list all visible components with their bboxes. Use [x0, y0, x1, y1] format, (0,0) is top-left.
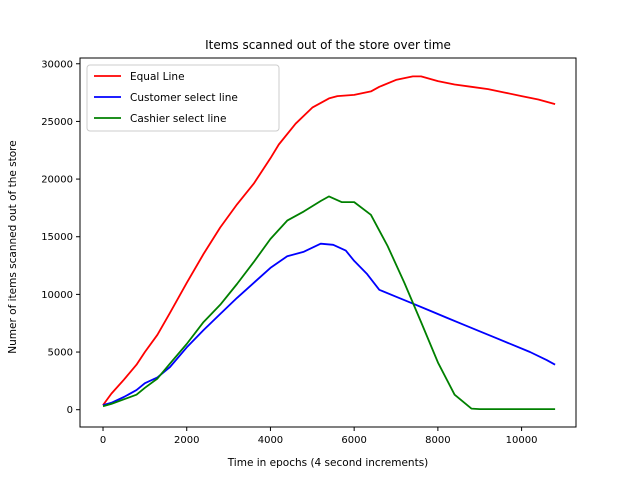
y-tick-label: 10000 — [41, 290, 73, 301]
chart-title: Items scanned out of the store over time — [205, 38, 451, 52]
x-tick-label: 4000 — [258, 435, 283, 446]
y-tick-label: 25000 — [41, 117, 73, 128]
series-line-0 — [102, 75, 556, 406]
series-line-2 — [102, 195, 556, 411]
y-tick-label: 0 — [67, 405, 73, 416]
x-tick-label: 10000 — [506, 435, 538, 446]
legend-label: Equal Line — [130, 71, 185, 83]
series-line-1 — [102, 242, 556, 406]
legend-label: Cashier select line — [130, 113, 226, 125]
plot-frame — [79, 57, 577, 428]
x-tick-label: 0 — [100, 435, 106, 446]
axes: 0 2000 4000 6000 8000 10000 0 5000 10000 15000 200… — [41, 57, 577, 446]
y-axis-label: Numer of items scanned out of the store — [7, 140, 19, 353]
x-tick-label: 8000 — [425, 435, 450, 446]
legend-label: Customer select line — [130, 92, 238, 104]
legend-box — [86, 64, 280, 132]
x-tick-label: 6000 — [341, 435, 366, 446]
legend: Equal Line Customer select line Cashier se… — [86, 64, 280, 132]
y-tick-label: 30000 — [41, 59, 73, 70]
x-tick-label: 2000 — [174, 435, 199, 446]
y-tick-label: 15000 — [41, 232, 73, 243]
plot-lines — [102, 75, 556, 411]
x-axis-label: Time in epochs (4 second increments) — [227, 457, 429, 469]
y-tick-label: 5000 — [48, 348, 73, 359]
y-tick-label: 20000 — [41, 175, 73, 186]
